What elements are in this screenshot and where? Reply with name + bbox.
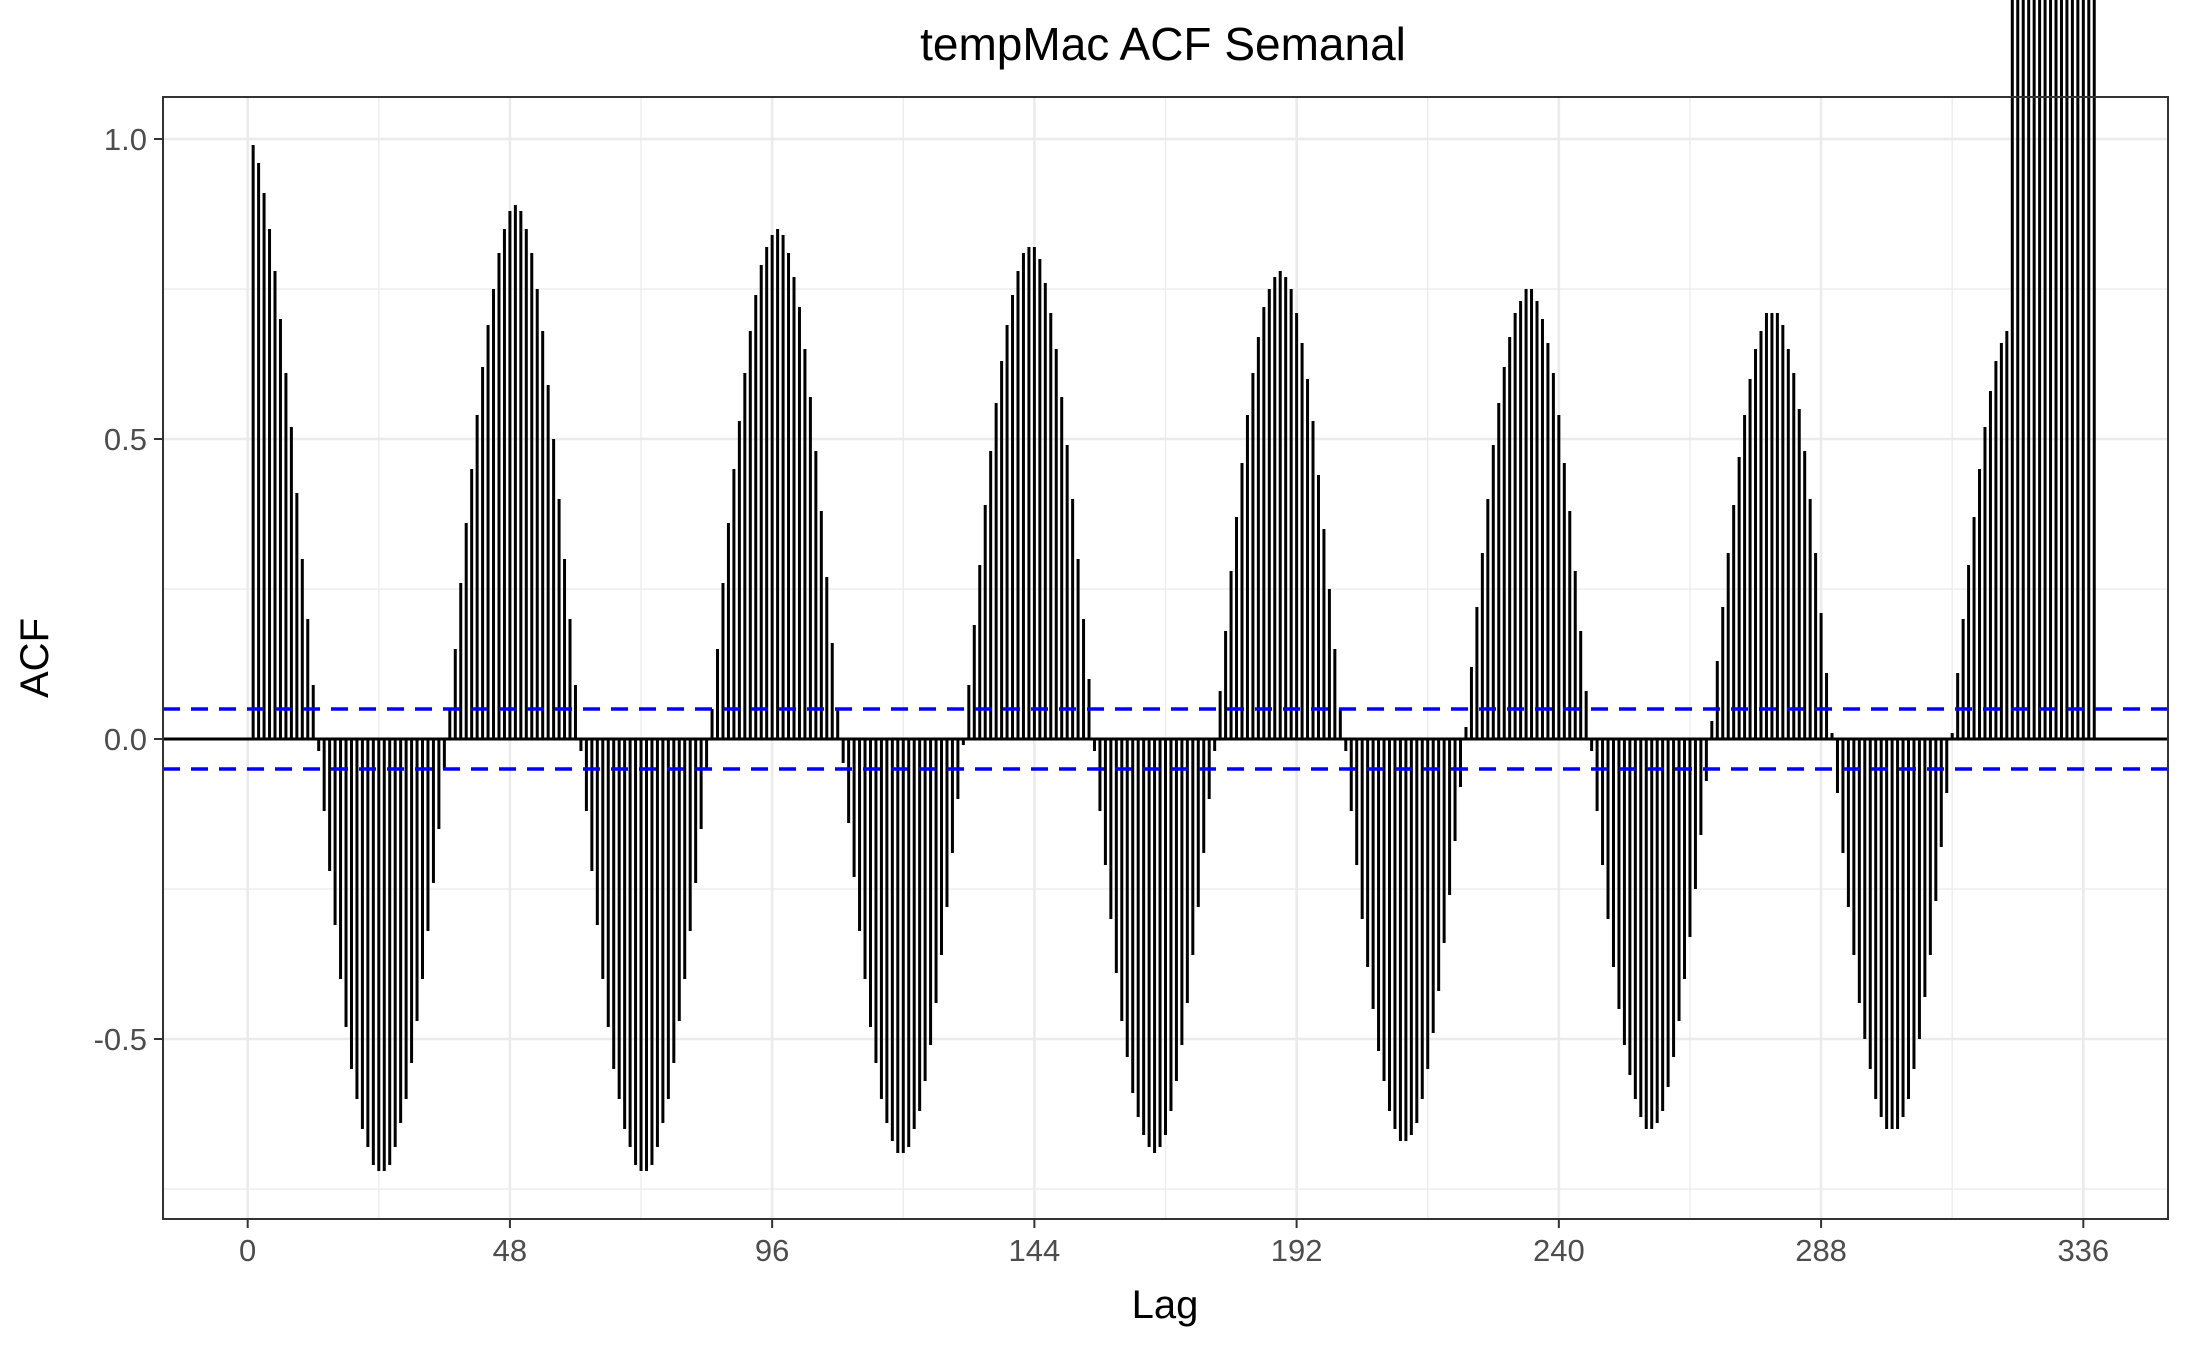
- panel-border: [162, 96, 2169, 1220]
- y-tick-label: 0.5: [104, 422, 147, 457]
- x-axis-title: Lag: [1132, 1283, 1199, 1327]
- y-tick-label: -0.5: [94, 1022, 147, 1057]
- x-axis-ticks: 0 48 96 144 192 240 288 336: [239, 1219, 2109, 1268]
- chart-title: tempMac ACF Semanal: [920, 18, 1406, 70]
- x-tick-label: 96: [755, 1233, 789, 1268]
- x-tick-label: 144: [1009, 1233, 1061, 1268]
- acf-bars: [251, 0, 2096, 1171]
- y-tick-label: 1.0: [104, 122, 147, 157]
- x-tick-label: 48: [493, 1233, 527, 1268]
- y-axis-ticks: -0.5 0.0 0.5 1.0: [94, 122, 163, 1057]
- x-tick-label: 288: [1795, 1233, 1847, 1268]
- x-tick-label: 192: [1271, 1233, 1323, 1268]
- x-tick-label: 0: [239, 1233, 256, 1268]
- x-tick-label: 240: [1533, 1233, 1585, 1268]
- x-tick-label: 336: [2057, 1233, 2109, 1268]
- y-tick-label: 0.0: [104, 722, 147, 757]
- y-axis-title: ACF: [13, 618, 57, 698]
